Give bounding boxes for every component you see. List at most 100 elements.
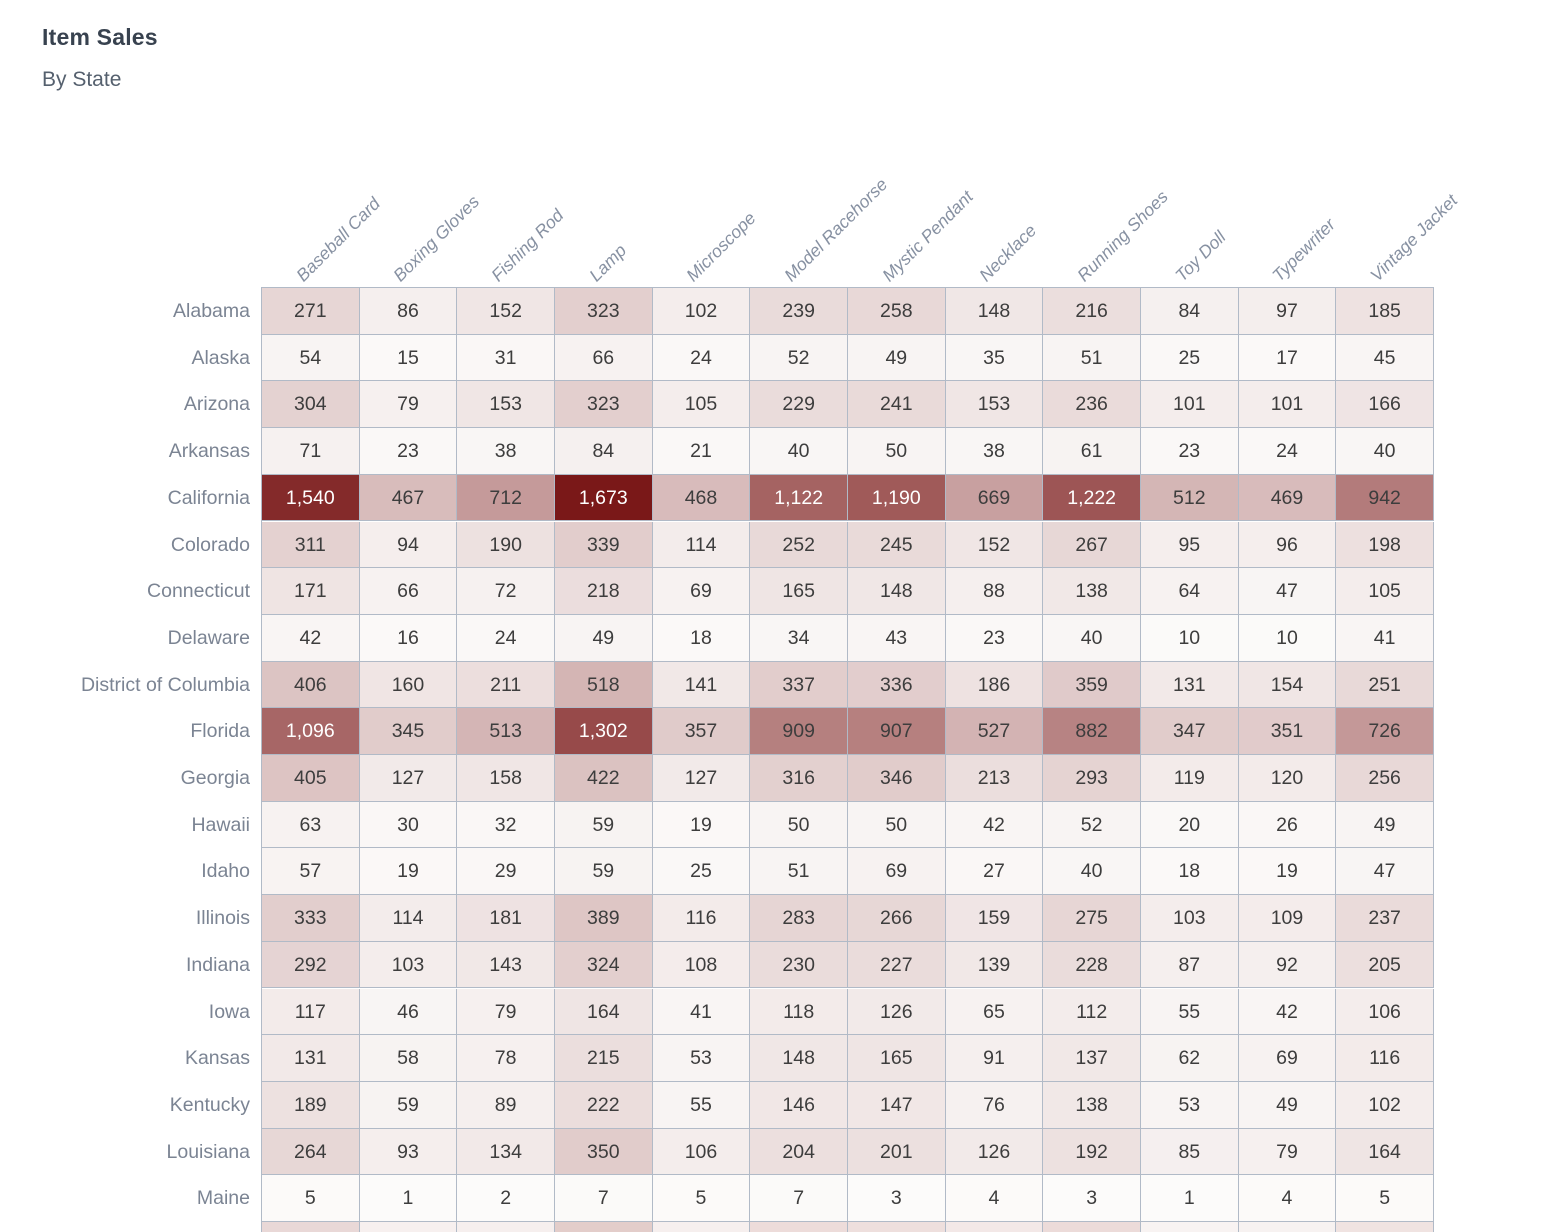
heatmap-cell[interactable]: 84 (554, 428, 653, 475)
heatmap-cell[interactable]: 131 (262, 1035, 360, 1082)
heatmap-cell[interactable]: 35 (945, 334, 1044, 382)
heatmap-cell[interactable]: 42 (262, 614, 360, 662)
heatmap-cell[interactable]: 53 (652, 1035, 751, 1082)
heatmap-cell[interactable]: 25 (652, 848, 751, 896)
heatmap-cell[interactable]: 153 (945, 381, 1044, 429)
heatmap-cell[interactable]: 101 (1238, 381, 1337, 429)
heatmap-cell[interactable]: 24 (457, 614, 555, 662)
heatmap-cell[interactable]: 34 (750, 614, 848, 662)
heatmap-cell[interactable]: 1,122 (750, 474, 848, 522)
heatmap-cell[interactable]: 29 (457, 848, 555, 896)
heatmap-cell[interactable]: 69 (1238, 1035, 1337, 1082)
heatmap-cell[interactable]: 85 (1140, 1128, 1239, 1176)
heatmap-cell[interactable]: 96 (1238, 521, 1337, 569)
heatmap-cell[interactable]: 942 (1336, 474, 1434, 522)
heatmap-cell[interactable]: 469 (1238, 474, 1337, 522)
heatmap-cell[interactable]: 52 (1043, 801, 1141, 849)
heatmap-cell[interactable]: 79 (1238, 1128, 1337, 1176)
heatmap-cell[interactable]: 26 (1238, 801, 1337, 849)
heatmap-cell[interactable]: 165 (847, 1035, 946, 1082)
heatmap-cell[interactable]: 5 (262, 1175, 360, 1222)
heatmap-cell[interactable]: 42 (1238, 988, 1337, 1036)
heatmap-cell[interactable]: 237 (1336, 895, 1434, 942)
heatmap-cell[interactable]: 218 (554, 568, 653, 615)
heatmap-cell[interactable]: 189 (262, 1081, 360, 1129)
heatmap-cell-partial[interactable] (1336, 1222, 1434, 1232)
heatmap-cell[interactable]: 59 (359, 1081, 458, 1129)
heatmap-cell[interactable]: 137 (1043, 1035, 1141, 1082)
heatmap-cell[interactable]: 1,190 (847, 474, 946, 522)
heatmap-cell[interactable]: 49 (554, 614, 653, 662)
heatmap-cell[interactable]: 1,222 (1043, 474, 1141, 522)
heatmap-cell[interactable]: 46 (359, 988, 458, 1036)
heatmap-cell[interactable]: 166 (1336, 381, 1434, 429)
heatmap-cell[interactable]: 158 (457, 755, 555, 802)
heatmap-cell[interactable]: 712 (457, 474, 555, 522)
heatmap-cell[interactable]: 3 (847, 1175, 946, 1222)
heatmap-cell[interactable]: 527 (945, 708, 1044, 755)
heatmap-cell[interactable]: 359 (1043, 661, 1141, 709)
heatmap-cell[interactable]: 27 (945, 848, 1044, 896)
heatmap-cell[interactable]: 54 (262, 334, 360, 382)
heatmap-cell[interactable]: 131 (1140, 661, 1239, 709)
heatmap-cell[interactable]: 31 (457, 334, 555, 382)
heatmap-cell[interactable]: 24 (1238, 428, 1337, 475)
heatmap-cell[interactable]: 23 (945, 614, 1044, 662)
heatmap-cell[interactable]: 230 (750, 941, 848, 989)
heatmap-cell[interactable]: 24 (652, 334, 751, 382)
heatmap-cell[interactable]: 336 (847, 661, 946, 709)
heatmap-cell[interactable]: 102 (1336, 1081, 1434, 1129)
heatmap-cell[interactable]: 422 (554, 755, 653, 802)
heatmap-cell[interactable]: 45 (1336, 334, 1434, 382)
heatmap-cell[interactable]: 154 (1238, 661, 1337, 709)
heatmap-cell[interactable]: 62 (1140, 1035, 1239, 1082)
heatmap-cell[interactable]: 79 (359, 381, 458, 429)
heatmap-cell[interactable]: 87 (1140, 941, 1239, 989)
heatmap-cell[interactable]: 215 (554, 1035, 653, 1082)
heatmap-cell[interactable]: 216 (1043, 288, 1141, 335)
heatmap-cell[interactable]: 316 (750, 755, 848, 802)
heatmap-cell[interactable]: 1,302 (554, 708, 653, 755)
heatmap-cell[interactable]: 40 (750, 428, 848, 475)
heatmap-cell-partial[interactable] (945, 1222, 1044, 1232)
heatmap-cell[interactable]: 333 (262, 895, 360, 942)
heatmap-cell[interactable]: 148 (750, 1035, 848, 1082)
heatmap-cell[interactable]: 5 (652, 1175, 751, 1222)
heatmap-cell[interactable]: 192 (1043, 1128, 1141, 1176)
heatmap-cell[interactable]: 23 (359, 428, 458, 475)
heatmap-cell[interactable]: 3 (1043, 1175, 1141, 1222)
heatmap-cell[interactable]: 4 (945, 1175, 1044, 1222)
heatmap-cell[interactable]: 18 (1140, 848, 1239, 896)
heatmap-cell[interactable]: 251 (1336, 661, 1434, 709)
heatmap-cell[interactable]: 345 (359, 708, 458, 755)
heatmap-cell[interactable]: 304 (262, 381, 360, 429)
heatmap-cell[interactable]: 138 (1043, 568, 1141, 615)
heatmap-cell[interactable]: 351 (1238, 708, 1337, 755)
heatmap-cell[interactable]: 40 (1336, 428, 1434, 475)
heatmap-cell-partial[interactable] (1043, 1222, 1141, 1232)
heatmap-cell[interactable]: 229 (750, 381, 848, 429)
heatmap-cell[interactable]: 63 (262, 801, 360, 849)
heatmap-cell[interactable]: 468 (652, 474, 751, 522)
heatmap-cell[interactable]: 95 (1140, 521, 1239, 569)
heatmap-cell[interactable]: 171 (262, 568, 360, 615)
heatmap-cell[interactable]: 190 (457, 521, 555, 569)
heatmap-cell[interactable]: 78 (457, 1035, 555, 1082)
heatmap-cell[interactable]: 1,673 (554, 474, 653, 522)
heatmap-cell[interactable]: 50 (750, 801, 848, 849)
heatmap-cell[interactable]: 116 (652, 895, 751, 942)
heatmap-cell[interactable]: 92 (1238, 941, 1337, 989)
heatmap-cell[interactable]: 2 (457, 1175, 555, 1222)
heatmap-cell[interactable]: 118 (750, 988, 848, 1036)
heatmap-cell[interactable]: 55 (652, 1081, 751, 1129)
heatmap-cell[interactable]: 339 (554, 521, 653, 569)
heatmap-cell[interactable]: 669 (945, 474, 1044, 522)
heatmap-cell[interactable]: 17 (1238, 334, 1337, 382)
heatmap-cell[interactable]: 275 (1043, 895, 1141, 942)
heatmap-cell[interactable]: 97 (1238, 288, 1337, 335)
heatmap-cell[interactable]: 103 (1140, 895, 1239, 942)
heatmap-cell[interactable]: 164 (1336, 1128, 1434, 1176)
heatmap-cell[interactable]: 126 (945, 1128, 1044, 1176)
heatmap-cell[interactable]: 114 (652, 521, 751, 569)
heatmap-cell[interactable]: 337 (750, 661, 848, 709)
